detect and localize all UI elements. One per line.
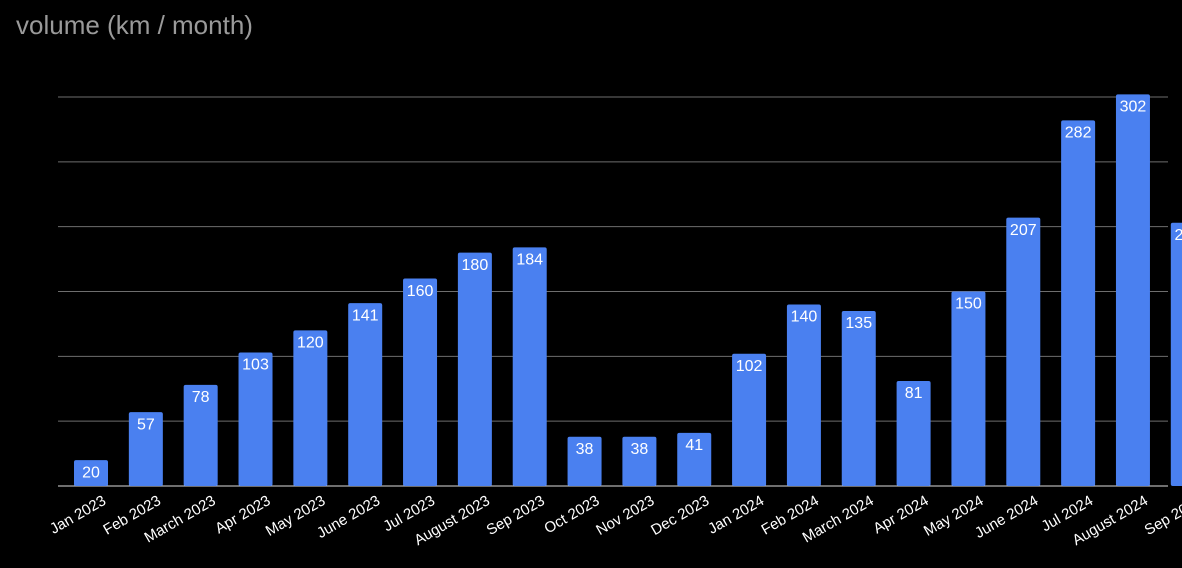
bar (403, 278, 438, 486)
data-label: 81 (905, 385, 923, 402)
bar (1115, 94, 1150, 486)
data-label: 203 (1174, 227, 1182, 244)
data-label: 41 (685, 437, 703, 454)
data-label: 150 (955, 296, 982, 313)
bar (293, 330, 328, 486)
data-label: 180 (462, 257, 489, 274)
bar (841, 310, 876, 486)
data-label: 135 (845, 315, 872, 332)
bar (567, 436, 602, 486)
data-label: 103 (242, 357, 269, 374)
bar (348, 303, 383, 486)
bar (951, 291, 986, 486)
data-label: 207 (1010, 222, 1037, 239)
bar (457, 252, 492, 486)
data-label: 78 (192, 389, 210, 406)
data-label: 282 (1065, 125, 1092, 142)
data-label: 57 (137, 416, 155, 433)
bar (238, 352, 273, 486)
data-label: 302 (1120, 99, 1147, 116)
data-label: 38 (631, 441, 649, 458)
bar (622, 436, 657, 486)
bar (512, 247, 547, 486)
bar (183, 384, 218, 486)
data-label: 20 (82, 464, 100, 481)
bar (1061, 120, 1096, 486)
bar (786, 304, 821, 486)
data-label: 120 (297, 335, 324, 352)
data-label: 38 (576, 441, 594, 458)
chart-title: volume (km / month) (16, 10, 253, 40)
bar (896, 380, 931, 486)
data-label: 140 (791, 309, 818, 326)
data-label: 102 (736, 358, 763, 375)
bar (74, 460, 108, 486)
bar (732, 353, 767, 486)
data-label: 141 (352, 307, 379, 324)
bar (128, 412, 163, 486)
data-label: 160 (407, 283, 434, 300)
bar (677, 432, 712, 486)
bar (1170, 222, 1182, 486)
data-label: 184 (516, 252, 543, 269)
bar (1006, 217, 1041, 486)
